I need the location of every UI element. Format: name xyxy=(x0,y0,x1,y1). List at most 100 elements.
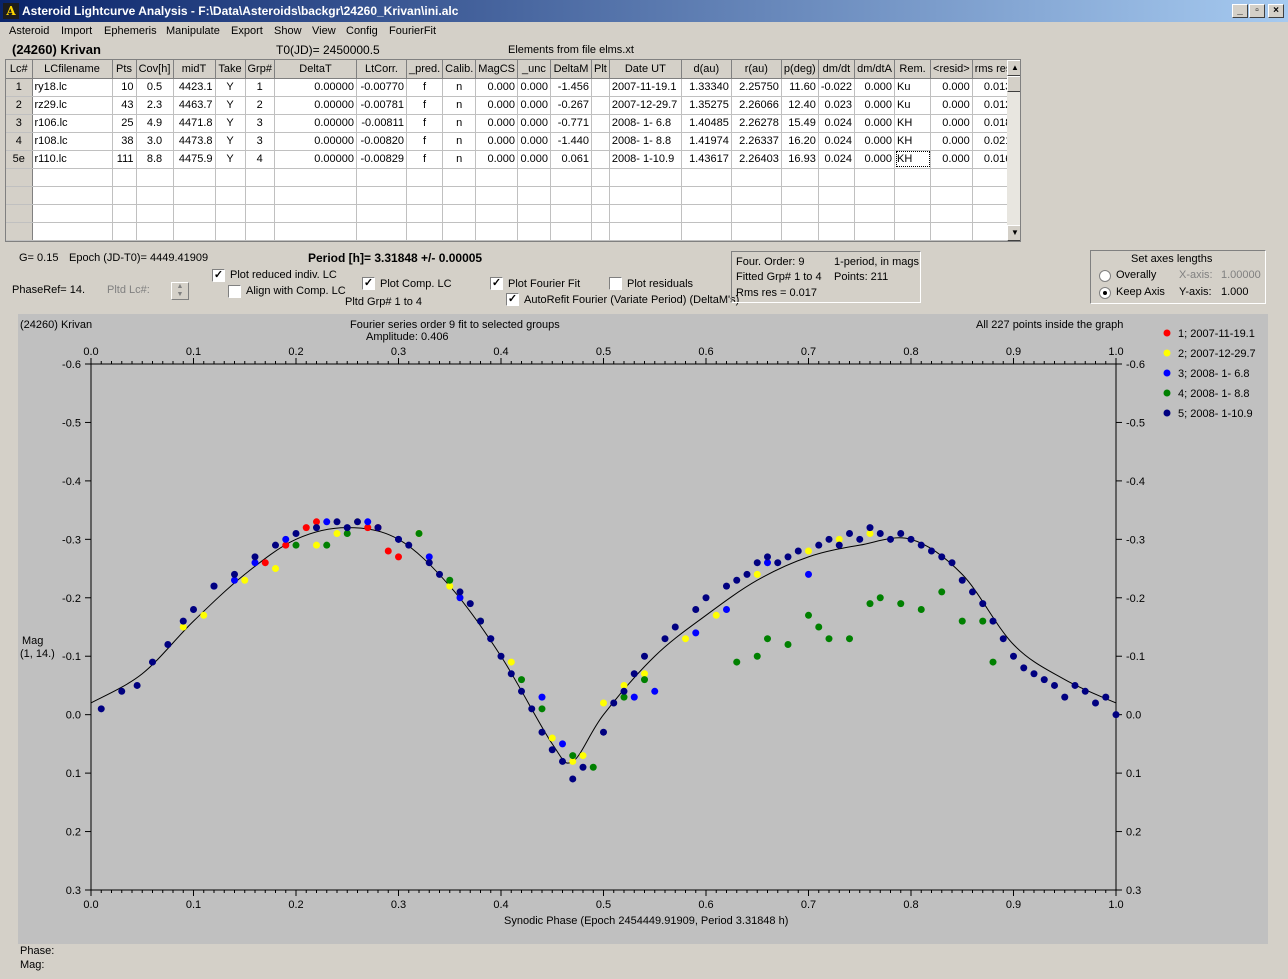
table-cell[interactable]: 0.000 xyxy=(930,114,973,133)
table-cell[interactable]: 8.8 xyxy=(136,150,174,169)
grid-header-cell[interactable]: dm/dtA xyxy=(854,60,896,79)
table-cell[interactable]: -0.00811 xyxy=(356,114,407,133)
table-cell[interactable] xyxy=(818,204,856,223)
table-cell[interactable] xyxy=(406,168,444,187)
table-cell[interactable]: -0.00820 xyxy=(356,132,407,151)
table-cell[interactable] xyxy=(591,150,610,169)
table-cell[interactable]: 1.41974 xyxy=(681,132,732,151)
table-cell[interactable] xyxy=(894,204,932,223)
table-cell[interactable] xyxy=(930,186,973,205)
autorefit-checkbox[interactable]: ✓ xyxy=(506,293,519,306)
grid-header-cell[interactable]: _unc xyxy=(517,60,551,79)
grid-header-cell[interactable]: Cov[h] xyxy=(136,60,174,79)
table-cell[interactable] xyxy=(930,168,973,187)
table-row[interactable] xyxy=(6,222,1015,241)
plot-fourier-checkbox[interactable]: ✓ xyxy=(490,277,503,290)
table-cell[interactable]: KH xyxy=(894,114,932,133)
table-cell[interactable] xyxy=(550,204,592,223)
table-cell[interactable]: ry18.lc xyxy=(32,78,113,97)
table-cell[interactable] xyxy=(731,168,782,187)
table-cell[interactable]: n xyxy=(442,150,477,169)
table-cell[interactable] xyxy=(475,222,518,241)
table-cell[interactable] xyxy=(136,186,174,205)
xaxis-value[interactable]: 1.00000 xyxy=(1221,269,1261,281)
grid-header-cell[interactable]: Plt xyxy=(591,60,610,79)
table-cell[interactable]: f xyxy=(406,114,444,133)
table-cell[interactable] xyxy=(245,204,275,223)
table-cell[interactable] xyxy=(517,168,551,187)
table-cell[interactable] xyxy=(609,168,682,187)
table-cell[interactable]: 2 xyxy=(245,96,275,115)
table-cell[interactable]: 1 xyxy=(245,78,275,97)
table-cell[interactable]: 1.40485 xyxy=(681,114,732,133)
table-cell[interactable] xyxy=(475,168,518,187)
pltd-lc-spinner[interactable]: ▲ ▼ xyxy=(171,282,189,300)
table-cell[interactable] xyxy=(274,168,357,187)
table-cell[interactable]: 0.000 xyxy=(475,78,518,97)
table-cell[interactable] xyxy=(854,204,896,223)
table-cell[interactable] xyxy=(406,186,444,205)
table-cell[interactable]: 0.000 xyxy=(517,150,551,169)
table-cell[interactable]: 1.43617 xyxy=(681,150,732,169)
menu-import[interactable]: Import xyxy=(61,25,93,37)
table-cell[interactable] xyxy=(818,168,856,187)
table-cell[interactable]: 4463.7 xyxy=(173,96,216,115)
table-cell[interactable]: 2008- 1-10.9 xyxy=(609,150,682,169)
table-cell[interactable]: 0.000 xyxy=(854,78,896,97)
table-cell[interactable]: 0.000 xyxy=(854,150,896,169)
table-cell[interactable] xyxy=(173,204,216,223)
table-cell[interactable]: 38 xyxy=(112,132,137,151)
table-cell[interactable]: 2.3 xyxy=(136,96,174,115)
table-cell[interactable]: n xyxy=(442,78,477,97)
table-cell[interactable] xyxy=(112,168,137,187)
table-cell[interactable] xyxy=(609,186,682,205)
table-cell[interactable]: -0.022 xyxy=(818,78,856,97)
grid-header-cell[interactable]: Calib. xyxy=(442,60,477,79)
table-cell[interactable] xyxy=(731,204,782,223)
menu-show[interactable]: Show xyxy=(274,25,302,37)
table-cell[interactable]: -0.771 xyxy=(550,114,592,133)
table-cell[interactable] xyxy=(112,222,137,241)
table-cell[interactable] xyxy=(274,204,357,223)
table-cell[interactable]: Y xyxy=(215,114,246,133)
table-cell[interactable]: 2.26278 xyxy=(731,114,782,133)
table-cell[interactable]: 12.40 xyxy=(781,96,819,115)
table-cell[interactable]: 2008- 1- 6.8 xyxy=(609,114,682,133)
table-cell[interactable] xyxy=(854,222,896,241)
grid-header-cell[interactable]: Lc# xyxy=(6,60,33,79)
table-cell[interactable]: -0.00781 xyxy=(356,96,407,115)
table-cell[interactable]: Y xyxy=(215,150,246,169)
table-cell[interactable]: 2.26403 xyxy=(731,150,782,169)
table-cell[interactable] xyxy=(32,186,113,205)
table-cell[interactable] xyxy=(517,204,551,223)
table-cell[interactable]: 0.000 xyxy=(517,114,551,133)
table-row[interactable]: 3 r106.lc 25 4.9 4471.8 Y 3 0.00000 -0.00811 f n 0.… xyxy=(6,114,1015,133)
table-cell[interactable] xyxy=(681,186,732,205)
table-cell[interactable] xyxy=(609,222,682,241)
table-row[interactable] xyxy=(6,168,1015,187)
grid-header-cell[interactable]: d(au) xyxy=(681,60,732,79)
table-cell[interactable] xyxy=(475,204,518,223)
table-cell[interactable]: r108.lc xyxy=(32,132,113,151)
table-cell[interactable]: n xyxy=(442,114,477,133)
table-cell[interactable]: 2.26066 xyxy=(731,96,782,115)
plot-residuals-checkbox[interactable] xyxy=(609,277,622,290)
menu-manipulate[interactable]: Manipulate xyxy=(166,25,220,37)
table-cell[interactable]: 0.5 xyxy=(136,78,174,97)
grid-header-cell[interactable]: Rem. xyxy=(894,60,932,79)
table-cell[interactable]: 0.000 xyxy=(475,150,518,169)
table-cell[interactable] xyxy=(173,222,216,241)
table-cell[interactable]: r110.lc xyxy=(32,150,113,169)
plot-comp-checkbox[interactable]: ✓ xyxy=(362,277,375,290)
table-cell[interactable] xyxy=(781,168,819,187)
table-cell[interactable] xyxy=(173,186,216,205)
menu-fourierfit[interactable]: FourierFit xyxy=(389,25,437,37)
app-icon[interactable]: A xyxy=(3,3,19,19)
table-cell[interactable]: KH xyxy=(894,150,932,169)
table-cell[interactable]: 0.000 xyxy=(930,96,973,115)
table-cell[interactable] xyxy=(930,222,973,241)
table-cell[interactable] xyxy=(609,204,682,223)
table-cell[interactable] xyxy=(517,186,551,205)
table-cell[interactable]: 4473.8 xyxy=(173,132,216,151)
table-cell[interactable]: 0.021 xyxy=(972,132,1015,151)
